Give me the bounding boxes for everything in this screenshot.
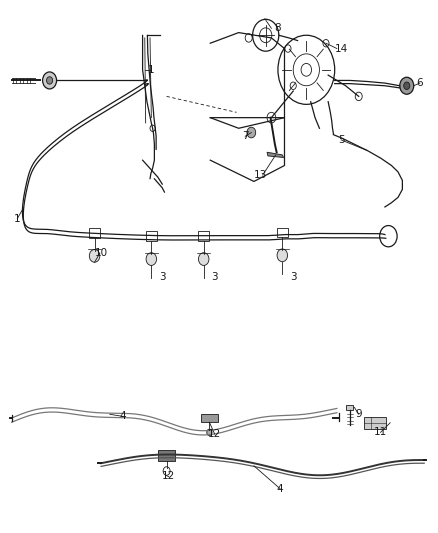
Text: 9: 9: [355, 409, 362, 419]
Circle shape: [277, 249, 288, 262]
Bar: [346, 405, 353, 410]
Text: 12: 12: [162, 472, 175, 481]
Bar: [364, 417, 386, 429]
Circle shape: [198, 253, 209, 265]
Text: 6: 6: [417, 78, 423, 88]
Bar: [198, 231, 209, 241]
Text: 3: 3: [211, 272, 218, 282]
Bar: [89, 228, 100, 238]
Bar: [158, 450, 175, 461]
Text: 11: 11: [374, 427, 387, 438]
Text: 13: 13: [254, 170, 267, 180]
Circle shape: [42, 72, 57, 89]
Text: 4: 4: [120, 411, 126, 422]
Text: 7: 7: [242, 131, 248, 141]
Polygon shape: [267, 152, 284, 158]
Text: 1: 1: [148, 65, 155, 75]
Text: 14: 14: [335, 44, 348, 53]
Circle shape: [404, 82, 410, 90]
Text: 1: 1: [14, 214, 21, 224]
Circle shape: [400, 77, 414, 94]
Circle shape: [207, 429, 212, 435]
Circle shape: [247, 127, 256, 138]
Bar: [146, 231, 157, 241]
Text: 5: 5: [338, 135, 345, 145]
Text: 4: 4: [277, 484, 283, 494]
Circle shape: [46, 77, 53, 84]
Text: 10: 10: [95, 248, 108, 258]
Bar: [277, 228, 288, 237]
Circle shape: [146, 253, 156, 265]
Text: 3: 3: [159, 272, 166, 282]
Text: 8: 8: [275, 23, 281, 34]
Circle shape: [89, 249, 100, 262]
Text: 12: 12: [208, 429, 221, 439]
Text: 3: 3: [290, 272, 297, 282]
Bar: [201, 414, 218, 422]
